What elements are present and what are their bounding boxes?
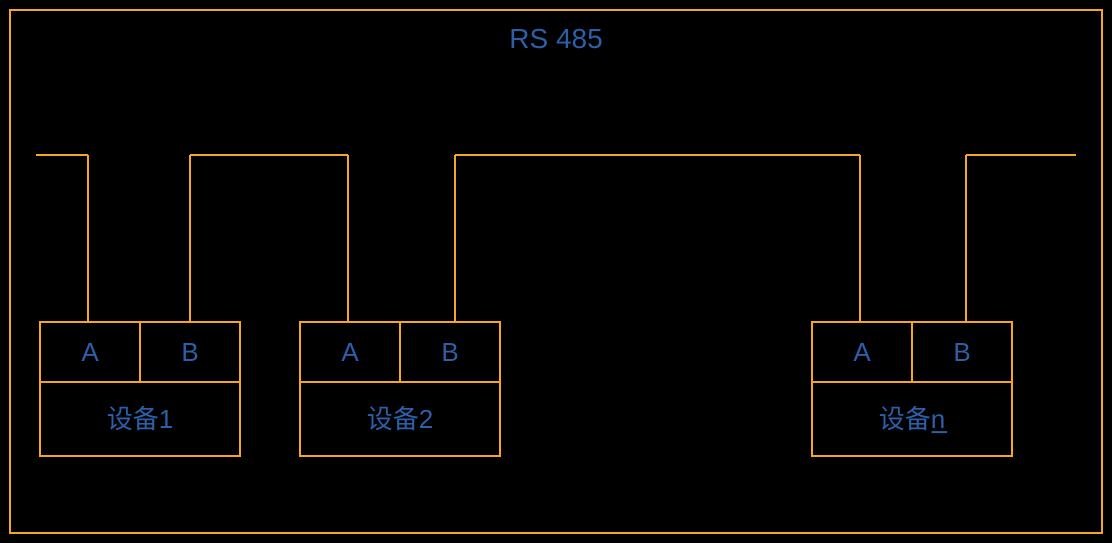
port-a-label: A [81,337,99,367]
port-a-label: A [853,337,871,367]
device-box: A B 设备1 [40,322,240,456]
rs485-diagram: RS 485 A B 设备1 A B 设备2 A B 设备n [0,0,1112,543]
port-b-label: B [181,337,198,367]
device-label: 设备1 [107,404,173,434]
drop-lines [88,155,966,322]
device-box: A B 设备n [812,322,1012,456]
diagram-title: RS 485 [509,23,602,54]
device-label: 设备n [879,404,945,434]
port-a-label: A [341,337,359,367]
device-label: 设备2 [367,404,433,434]
port-b-label: B [953,337,970,367]
device-box: A B 设备2 [300,322,500,456]
outer-frame [10,10,1102,533]
devices-group: A B 设备1 A B 设备2 A B 设备n [40,322,1012,456]
port-b-label: B [441,337,458,367]
